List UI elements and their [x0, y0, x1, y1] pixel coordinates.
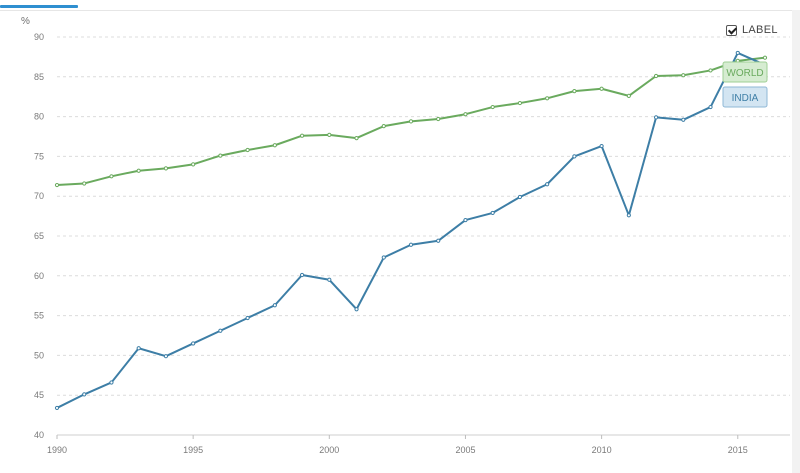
y-tick-label: 60 — [34, 271, 44, 281]
data-point-world[interactable] — [299, 133, 305, 138]
data-point-world[interactable] — [762, 55, 768, 60]
x-tick-label: 2005 — [455, 445, 475, 455]
y-tick-label: 55 — [34, 311, 44, 321]
data-point-india[interactable] — [82, 392, 87, 397]
series-labels: WORLD INDIA — [722, 61, 768, 108]
data-point-india[interactable] — [463, 217, 468, 223]
data-point-india[interactable] — [545, 182, 550, 187]
scrollbar-track[interactable] — [792, 10, 800, 473]
data-point-india[interactable] — [517, 194, 523, 200]
data-point-india[interactable] — [408, 242, 414, 247]
data-point-india[interactable] — [572, 154, 577, 159]
data-point-india[interactable] — [218, 328, 223, 333]
series-tag-label: WORLD — [726, 68, 763, 79]
data-point-world[interactable] — [163, 166, 169, 171]
data-point-india[interactable] — [191, 341, 196, 346]
y-tick-label: 90 — [34, 32, 44, 42]
y-tick-label: 80 — [34, 112, 44, 122]
data-point-world[interactable] — [681, 73, 686, 78]
data-point-world[interactable] — [327, 132, 332, 138]
data-point-india[interactable] — [735, 50, 740, 56]
data-point-india[interactable] — [327, 277, 332, 282]
y-tick-label: 45 — [34, 390, 44, 400]
top-tab-strip — [0, 0, 800, 11]
x-tick-label: 2000 — [319, 445, 339, 455]
data-point-india[interactable] — [626, 213, 631, 218]
data-point-world[interactable] — [572, 89, 577, 94]
data-point-india[interactable] — [708, 104, 713, 110]
series-tag-box — [722, 86, 768, 108]
active-tab-indicator[interactable] — [0, 5, 78, 8]
data-point-world[interactable] — [82, 181, 87, 186]
label-checkbox-icon[interactable] — [726, 24, 737, 36]
y-tick-label: 75 — [34, 151, 44, 161]
data-point-world[interactable] — [653, 73, 659, 79]
x-tick-label: 1990 — [47, 445, 67, 455]
data-point-world[interactable] — [272, 143, 277, 148]
data-point-world[interactable] — [517, 100, 523, 106]
data-point-india[interactable] — [436, 238, 441, 243]
data-point-world[interactable] — [354, 135, 359, 141]
data-point-india[interactable] — [490, 210, 495, 216]
series-tag-label: INDIA — [732, 93, 759, 104]
data-point-world[interactable] — [436, 116, 441, 122]
data-point-india[interactable] — [381, 255, 386, 260]
x-tick-label: 2010 — [592, 445, 612, 455]
data-point-india[interactable] — [272, 303, 277, 308]
data-point-india[interactable] — [599, 143, 604, 149]
series-tag-india: INDIA — [722, 86, 768, 108]
data-point-world[interactable] — [54, 182, 60, 188]
y-tick-label: 70 — [34, 191, 44, 201]
data-point-india[interactable] — [653, 115, 659, 120]
y-tick-label: 50 — [34, 350, 44, 360]
data-point-world[interactable] — [109, 174, 114, 179]
y-tick-label: 85 — [34, 72, 44, 82]
x-tick-label: 2015 — [728, 445, 748, 455]
data-point-world[interactable] — [381, 124, 386, 129]
data-point-world[interactable] — [191, 162, 196, 167]
grid-lines — [57, 36, 790, 436]
data-point-india[interactable] — [299, 272, 305, 278]
label-toggle[interactable]: LABEL — [726, 23, 778, 37]
y-tick-label: 65 — [34, 231, 44, 241]
y-axis-unit: % — [21, 16, 30, 27]
data-point-world[interactable] — [218, 153, 223, 158]
data-point-world[interactable] — [626, 93, 631, 99]
series-tag-box — [722, 61, 768, 83]
data-point-india[interactable] — [163, 354, 169, 359]
data-point-world[interactable] — [463, 112, 468, 117]
axis-ticks: 40 45 50 55 60 65 70 75 80 85 90 1990 1995 2000 2005 20… — [34, 32, 790, 455]
label-toggle-text: LABEL — [742, 24, 778, 36]
x-tick-label: 1995 — [183, 445, 203, 455]
y-tick-label: 40 — [34, 430, 44, 440]
data-point-world[interactable] — [408, 119, 414, 124]
data-point-world[interactable] — [599, 86, 604, 91]
series-tag-world: WORLD — [722, 61, 768, 83]
data-point-world[interactable] — [490, 104, 495, 110]
data-point-india[interactable] — [54, 405, 60, 411]
data-point-world[interactable] — [708, 68, 713, 73]
data-point-india[interactable] — [354, 307, 359, 312]
data-point-india[interactable] — [109, 380, 114, 385]
data-point-india[interactable] — [136, 346, 141, 351]
data-point-world[interactable] — [545, 96, 550, 101]
data-point-india[interactable] — [681, 117, 686, 122]
data-point-world[interactable] — [245, 147, 250, 153]
series-line-india[interactable] — [56, 51, 766, 409]
series-lines — [54, 50, 768, 411]
data-point-india[interactable] — [245, 315, 250, 321]
data-point-world[interactable] — [136, 168, 141, 173]
